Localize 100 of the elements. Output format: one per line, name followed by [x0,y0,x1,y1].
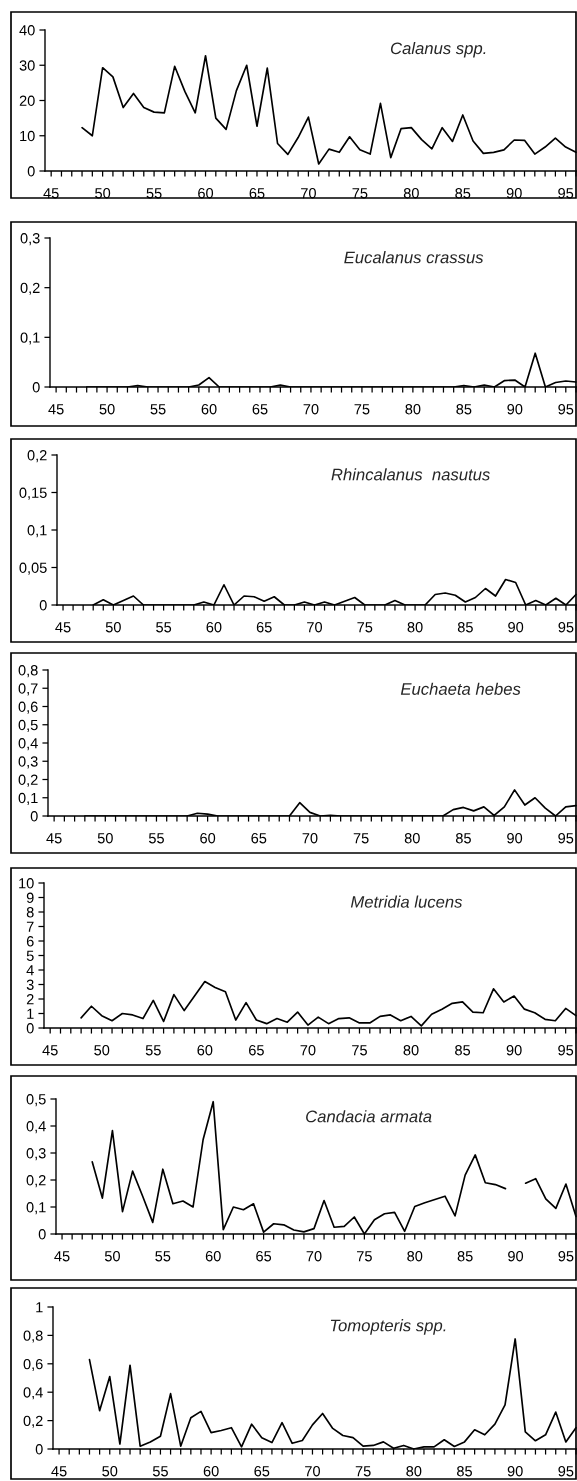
x-tick-label: 60 [206,622,222,633]
x-tick-label: 50 [105,622,121,633]
y-tick-label: 0,05 [19,562,47,575]
text: Rhincalanus nasutus [331,468,490,481]
x-tick-label: 60 [197,1045,213,1056]
x-tick-label: 80 [407,622,423,633]
x-tick-label: 75 [355,1466,371,1477]
x-tick-label: 55 [148,833,164,844]
x-tick-label: 45 [55,622,71,633]
text: Tomopteris spp. [330,1319,446,1335]
x-tick-label: 85 [456,404,472,415]
x-tick-label: 45 [42,1045,58,1056]
x-tick-label: 50 [94,1045,110,1056]
x-tick-label: 55 [150,404,166,415]
x-tick-label: 95 [558,622,574,633]
x-tick-label: 70 [303,404,319,415]
x-tick-label: 80 [403,1045,419,1056]
y-tick-label: 20 [19,95,35,106]
x-tick-label: 65 [252,404,268,415]
x-tick-label: 95 [558,1251,574,1262]
x-tick-label: 70 [300,1045,316,1056]
x-tick-label: 95 [558,188,574,199]
x-tick-label: 50 [97,833,113,844]
x-tick-label: 75 [354,404,370,415]
x-tick-label: 70 [307,622,323,633]
text: Candacia armata [306,1110,432,1123]
x-tick-label: 95 [558,1466,574,1477]
x-tick-label: 55 [156,622,172,633]
x-tick-label: 75 [353,833,369,844]
y-tick-label: 1 [27,1008,34,1019]
y-tick-label: 0,3 [20,233,40,246]
x-tick-label: 55 [146,188,162,199]
x-tick-label: 75 [357,622,373,633]
x-tick-label: 45 [51,1466,67,1477]
y-tick-label: 0 [27,166,35,177]
x-tick-label: 80 [406,1466,422,1477]
x-tick-label: 95 [558,404,574,415]
x-tick-label: 90 [507,1466,523,1477]
y-tick-label: 0,5 [26,1094,46,1107]
x-tick-label: 55 [152,1466,168,1477]
y-tick-label: 7 [26,921,34,932]
x-tick-label: 75 [357,1251,372,1262]
y-tick-label: 0,4 [23,1387,43,1400]
x-tick-label: 50 [99,404,115,415]
y-tick-label: 9 [26,892,34,903]
y-tick-label: 0,1 [26,1202,46,1215]
x-tick-label: 45 [54,1251,70,1262]
x-tick-label: 60 [203,1466,219,1477]
x-tick-label: 45 [46,833,62,844]
y-tick-label: 0,6 [18,701,38,714]
x-tick-label: 80 [405,404,421,415]
x-tick-label: 85 [457,622,473,633]
x-tick-label: 65 [256,622,272,633]
text: Metridia lucens [350,895,463,908]
x-tick-label: 70 [305,1466,321,1477]
y-tick-label: 0,5 [18,719,38,732]
y-tick-label: 0,2 [26,1175,46,1188]
x-tick-label: 60 [198,188,214,199]
x-tick-label: 50 [95,188,111,199]
x-tick-label: 65 [254,1466,270,1477]
y-tick-label: 0,8 [23,1330,43,1343]
y-tick-label: 8 [26,907,34,918]
y-tick-label: 0 [38,1229,46,1240]
y-tick-label: 4 [26,965,34,976]
x-tick-label: 80 [407,1251,423,1262]
text: Calanus spp. [390,41,486,58]
x-tick-label: 75 [352,188,368,199]
x-tick-label: 50 [104,1251,120,1262]
x-tick-label: 70 [302,833,318,844]
y-tick-label: 0,7 [18,683,38,696]
x-tick-label: 60 [200,833,216,844]
x-tick-label: 80 [403,188,419,199]
y-tick-label: 6 [26,936,34,947]
y-tick-label: 0,6 [23,1358,43,1371]
x-tick-label: 50 [102,1466,118,1477]
y-tick-label: 0,4 [18,738,38,751]
x-tick-label: 85 [455,833,471,844]
y-tick-label: 2 [26,994,34,1005]
y-tick-label: 0,1 [20,332,40,345]
y-tick-label: 0,2 [20,282,40,295]
y-tick-label: 40 [19,25,35,36]
x-tick-label: 45 [43,188,59,199]
x-tick-label: 80 [404,833,420,844]
x-tick-label: 70 [301,188,316,199]
y-tick-label: 0 [26,1023,34,1034]
x-tick-label: 55 [145,1045,161,1056]
y-tick-label: 10 [19,878,34,889]
x-tick-label: 45 [48,404,64,415]
y-tick-label: 0 [35,1444,43,1455]
x-tick-label: 65 [256,1251,272,1262]
y-tick-label: 10 [20,130,35,142]
y-tick-label: 5 [26,950,34,961]
x-tick-label: 90 [506,1045,522,1056]
y-tick-label: 0,2 [27,450,47,463]
x-tick-label: 90 [506,188,522,199]
y-tick-label: 0,8 [18,665,38,678]
x-tick-label: 65 [251,833,267,844]
x-tick-label: 90 [508,1251,524,1262]
x-tick-label: 90 [507,833,523,844]
y-tick-label: 0,2 [18,774,38,787]
